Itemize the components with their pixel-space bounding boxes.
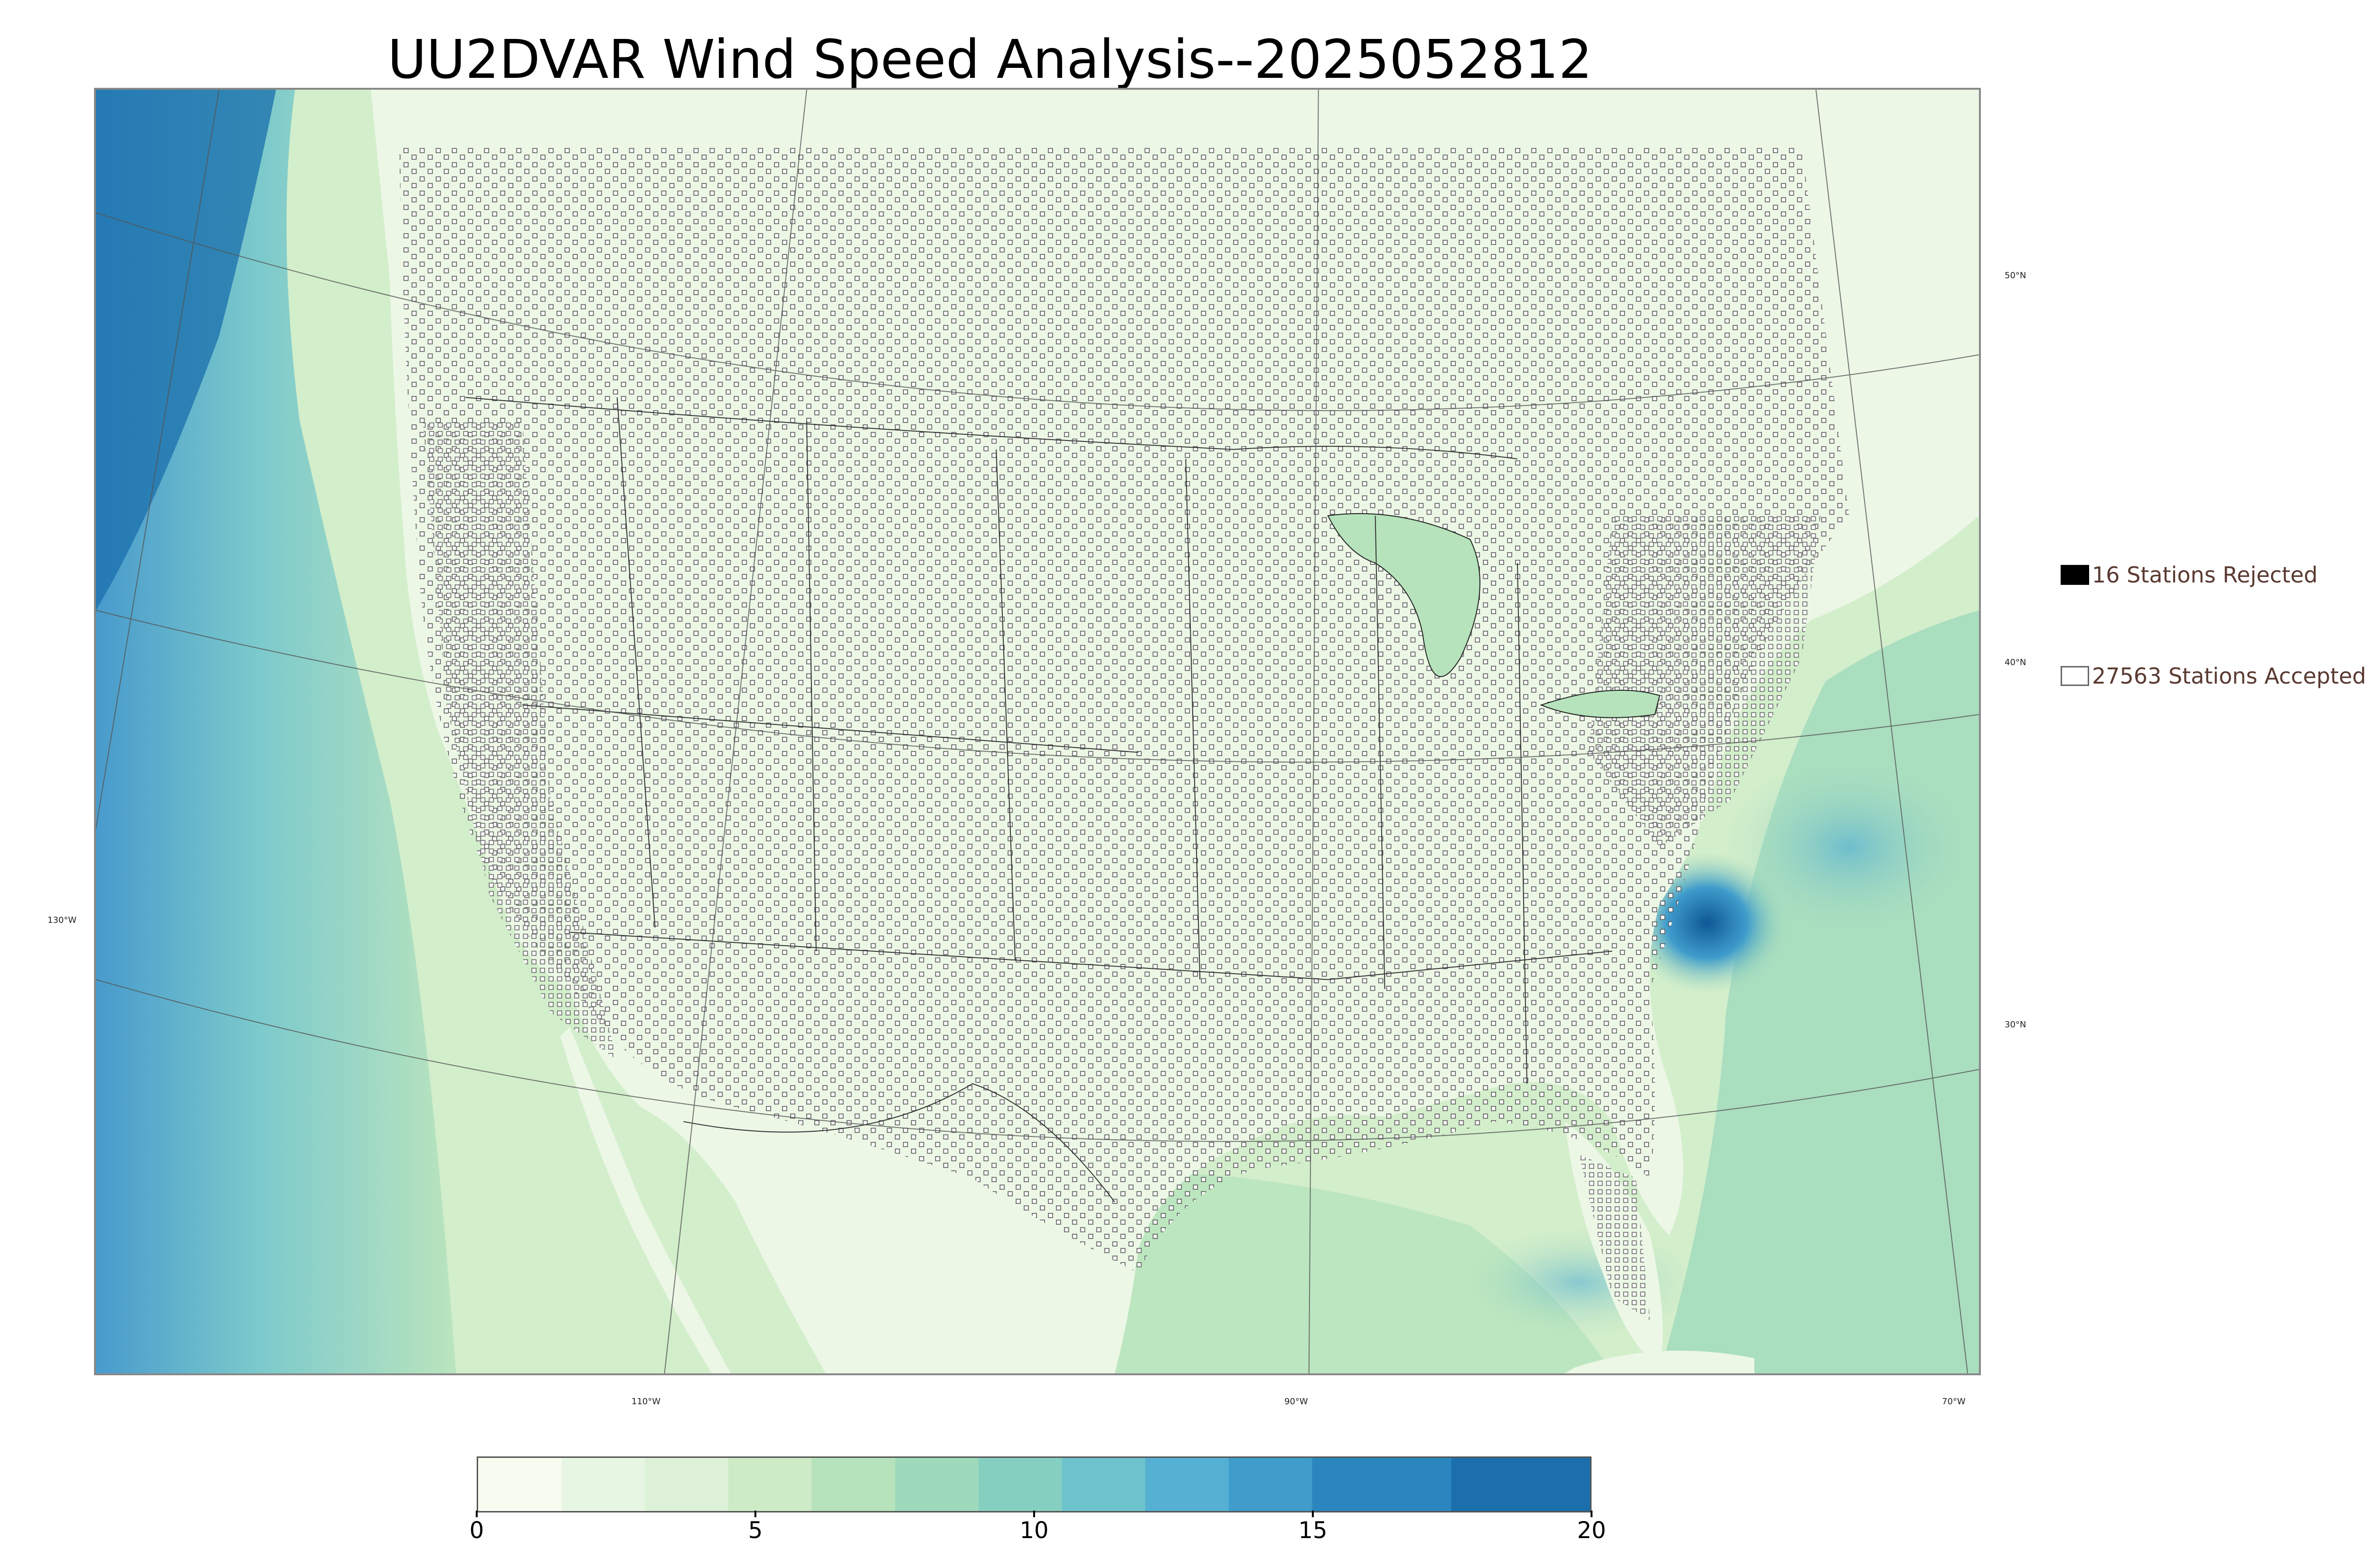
lat-label-50n: 50°N: [2005, 271, 2026, 281]
colorbar-tick-label: 15: [1298, 1517, 1328, 1544]
lon-label-70w: 70°W: [1942, 1397, 1966, 1407]
colorbar-tick: [754, 1511, 756, 1517]
colorbar-segment: [478, 1458, 562, 1511]
colorbar-segment: [1228, 1458, 1313, 1511]
legend-accepted: 27563 Stations Accepted: [2061, 663, 2366, 689]
colorbar-segment: [978, 1458, 1063, 1511]
legend-accepted-label: 27563 Stations Accepted: [2092, 663, 2366, 689]
baja-california: [560, 1027, 731, 1373]
dense-stations-florida: [1579, 1155, 1650, 1321]
lon-label-90w: 90°W: [1284, 1397, 1308, 1407]
colorbar-tick: [1591, 1511, 1592, 1517]
colorbar-segment: [645, 1458, 729, 1511]
colorbar-segment: [561, 1458, 646, 1511]
colorbar-tick: [1033, 1511, 1035, 1517]
colorbar-tick-label: 20: [1577, 1517, 1606, 1544]
colorbar-tick-label: 0: [469, 1517, 484, 1544]
cuba: [1564, 1351, 1754, 1373]
lon-label-130w: 130°W: [47, 915, 77, 925]
atlantic-patch: [1716, 752, 1979, 942]
gulf-wind-region: [1043, 1172, 1612, 1373]
colorbar-tick: [476, 1511, 478, 1517]
colorbar-segment: [728, 1458, 812, 1511]
colorbar-scale: [478, 1458, 1590, 1511]
lon-label-110w: 110°W: [631, 1397, 661, 1407]
colorbar-segment: [895, 1458, 979, 1511]
legend-rejected: 16 Stations Rejected: [2061, 562, 2317, 588]
map-title: UU2DVAR Wind Speed Analysis--2025052812: [387, 29, 1592, 91]
graticule: [96, 90, 1979, 1373]
colorbar-tick: [1312, 1511, 1314, 1517]
accepted-swatch: [2061, 666, 2089, 686]
colorbar-segment: [1312, 1458, 1452, 1511]
colorbar-segment: [1451, 1458, 1590, 1511]
colorbar-tick-label: 10: [1019, 1517, 1049, 1544]
station-markers: [399, 146, 1849, 1273]
pacific-core-wind: [96, 90, 276, 610]
colorbar: [477, 1456, 1592, 1512]
legend-rejected-label: 16 Stations Rejected: [2092, 562, 2318, 588]
map-panel: [94, 88, 1981, 1375]
lat-label-30n: 30°N: [2005, 1020, 2026, 1030]
dense-stations-northeast: [1588, 516, 1821, 847]
colorbar-tick-label: 5: [748, 1517, 763, 1544]
colorbar-segment: [1145, 1458, 1229, 1511]
colorbar-segment: [811, 1458, 896, 1511]
lat-label-40n: 40°N: [2005, 657, 2026, 667]
great-lakes: [1327, 513, 1660, 718]
dense-stations-west-coast: [423, 421, 617, 1060]
rejected-swatch: [2061, 565, 2089, 585]
colorbar-segment: [1062, 1458, 1146, 1511]
gulf-patch: [1456, 1225, 1703, 1340]
political-borders: [465, 397, 1612, 1202]
wind-speed-map: [96, 90, 1979, 1373]
